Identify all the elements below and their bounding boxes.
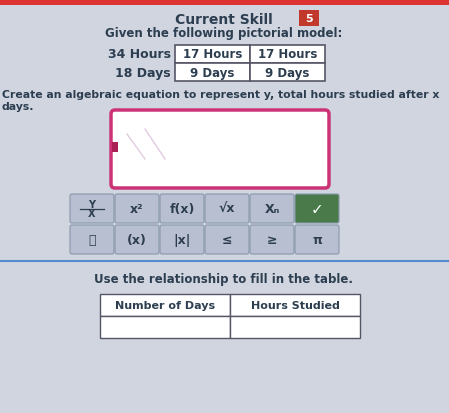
Bar [250, 46, 325, 64]
Bar [230, 316, 360, 338]
Text: f(x): f(x) [169, 202, 195, 216]
Text: x²: x² [130, 202, 144, 216]
Text: √x: √x [219, 202, 235, 216]
Text: ≤: ≤ [222, 233, 232, 247]
Text: π: π [312, 233, 322, 247]
FancyBboxPatch shape [160, 195, 204, 223]
FancyBboxPatch shape [115, 225, 159, 254]
Text: Xₙ: Xₙ [264, 202, 280, 216]
FancyBboxPatch shape [70, 225, 114, 254]
FancyBboxPatch shape [115, 195, 159, 223]
Text: ≥: ≥ [267, 233, 277, 247]
Text: Use the relationship to fill in the table.: Use the relationship to fill in the tabl… [94, 272, 353, 285]
Text: Number of Days: Number of Days [115, 300, 215, 310]
Text: 🗑: 🗑 [88, 233, 96, 247]
Text: 34 Hours: 34 Hours [108, 48, 171, 62]
FancyBboxPatch shape [70, 195, 114, 223]
Text: Current Skill: Current Skill [175, 13, 273, 27]
FancyBboxPatch shape [205, 225, 249, 254]
Text: Given the following pictorial model:: Given the following pictorial model: [106, 27, 343, 40]
Text: X: X [88, 209, 96, 219]
Bar [250, 64, 325, 82]
Bar [175, 64, 250, 82]
Text: (x): (x) [127, 233, 147, 247]
Text: Y: Y [88, 200, 96, 210]
Text: ✓: ✓ [311, 202, 323, 216]
Text: 9 Days: 9 Days [265, 66, 310, 79]
Text: days.: days. [2, 102, 35, 112]
FancyBboxPatch shape [295, 195, 339, 223]
Text: 9 Days: 9 Days [190, 66, 235, 79]
FancyBboxPatch shape [205, 195, 249, 223]
Text: 5: 5 [305, 14, 313, 24]
Text: Hours Studied: Hours Studied [251, 300, 339, 310]
Text: 18 Days: 18 Days [115, 66, 171, 79]
FancyBboxPatch shape [250, 225, 294, 254]
Text: |x|: |x| [173, 233, 191, 247]
Bar [100, 294, 230, 316]
Text: 17 Hours: 17 Hours [183, 48, 242, 62]
Bar [112, 142, 118, 153]
Text: 17 Hours: 17 Hours [258, 48, 317, 62]
FancyBboxPatch shape [299, 11, 319, 27]
FancyBboxPatch shape [250, 195, 294, 223]
Bar [230, 294, 360, 316]
FancyBboxPatch shape [160, 225, 204, 254]
Bar [100, 316, 230, 338]
FancyBboxPatch shape [111, 111, 329, 189]
Bar [175, 46, 250, 64]
FancyBboxPatch shape [295, 225, 339, 254]
Bar [0, 0, 449, 6]
Text: Create an algebraic equation to represent y, total hours studied after x: Create an algebraic equation to represen… [2, 90, 440, 100]
